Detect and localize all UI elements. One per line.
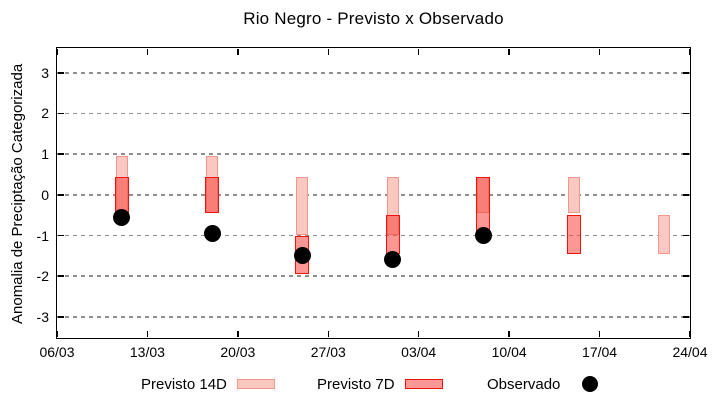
chart-title: Rio Negro - Previsto x Observado [243, 9, 504, 28]
observado-dot [474, 227, 492, 244]
y-tick-right [683, 194, 689, 196]
y-tick-left [58, 112, 64, 115]
x-tick-top [327, 49, 330, 55]
previsto-14d-bar [658, 215, 671, 254]
legend-label-previsto-14d: Previsto 14D [141, 375, 227, 393]
x-tick-label: 17/04 [582, 344, 618, 360]
y-gridline [57, 275, 690, 277]
x-tick-top [56, 49, 58, 55]
x-tick-bottom [327, 331, 330, 337]
y-tick-left [58, 275, 64, 277]
x-tick-top [508, 49, 510, 55]
y-tick-left [58, 72, 64, 74]
legend-item-previsto-14d: Previsto 14D [141, 375, 275, 393]
y-tick-left [58, 316, 64, 318]
plot-border [56, 47, 691, 339]
y-tick-right [683, 72, 689, 74]
observado-dot [113, 208, 131, 226]
observado-dot [384, 251, 402, 269]
x-tick-bottom [56, 331, 58, 337]
previsto-14d-bar [296, 176, 309, 236]
y-gridline [57, 316, 690, 318]
x-tick-label: 03/04 [401, 344, 437, 360]
x-tick-label: 13/03 [129, 344, 165, 360]
y-tick-label: 1 [41, 146, 49, 163]
x-tick-bottom [598, 331, 601, 337]
y-tick-label: 2 [41, 105, 49, 122]
x-tick-bottom [417, 331, 420, 337]
y-gridline [57, 194, 690, 196]
x-tick-top [598, 49, 601, 55]
legend-swatch-previsto-7d [404, 379, 443, 389]
y-tick-right [683, 275, 689, 277]
x-tick-label: 10/04 [491, 344, 527, 360]
x-tick-bottom [689, 331, 691, 337]
y-tick-right [683, 316, 689, 318]
y-tick-label: -2 [36, 268, 49, 285]
x-tick-bottom [508, 331, 510, 337]
previsto-7d-bar [385, 215, 400, 254]
y-gridline [57, 112, 690, 115]
x-tick-bottom [146, 331, 149, 337]
observado-dot [203, 224, 221, 242]
x-tick-top [146, 49, 149, 55]
y-tick-label: 0 [41, 186, 49, 203]
x-tick-top [237, 49, 239, 55]
y-tick-right [683, 234, 689, 237]
legend-swatch-previsto-14d [236, 379, 275, 389]
observado-dot [293, 247, 311, 265]
x-tick-label: 06/03 [39, 344, 75, 360]
y-tick-right [683, 153, 689, 155]
y-gridline [57, 72, 690, 74]
previsto-14d-bar [567, 176, 580, 214]
x-tick-top [689, 49, 691, 55]
x-tick-bottom [237, 331, 239, 337]
y-tick-label: 3 [41, 64, 49, 81]
x-tick-label: 24/04 [672, 344, 708, 360]
previsto-7d-bar [476, 176, 491, 232]
legend-item-observado: Observado [487, 375, 599, 393]
x-tick-label: 20/03 [220, 344, 256, 360]
y-gridline [57, 234, 690, 237]
y-tick-left [58, 194, 64, 196]
legend-label-observado: Observado [487, 375, 561, 393]
legend-marker-observado-dot [582, 376, 599, 392]
previsto-7d-bar [205, 176, 220, 214]
x-tick-label: 27/03 [310, 344, 346, 360]
y-tick-label: -1 [36, 227, 49, 244]
x-tick-top [417, 49, 420, 55]
y-tick-left [58, 153, 64, 155]
y-tick-label: -3 [36, 308, 49, 325]
y-tick-left [58, 234, 64, 237]
y-gridline [57, 153, 690, 155]
previsto-7d-bar [566, 215, 581, 254]
legend-label-previsto-7d: Previsto 7D [317, 375, 395, 393]
previsto-7d-bar [114, 176, 129, 214]
y-tick-right [683, 112, 689, 115]
legend-item-previsto-7d: Previsto 7D [317, 375, 443, 393]
